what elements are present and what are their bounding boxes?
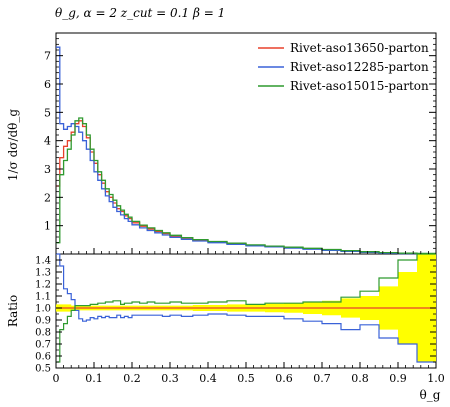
ratio-series-line-2 bbox=[56, 253, 436, 363]
ratio-y-tick-label: 1.4 bbox=[35, 256, 51, 267]
ratio-y-tick-label: 0.7 bbox=[35, 340, 51, 351]
x-tick-label: 1.0 bbox=[427, 372, 445, 385]
axes-layer: 0 0.1 0.2 0.3 0.4 0.5 0.6 0.7 0.8 0.9 1.012345670.… bbox=[35, 38, 445, 385]
y-tick-label: 4 bbox=[44, 135, 51, 148]
legend-label-series-1: Rivet-aso13650-parton bbox=[290, 41, 429, 55]
x-tick-label: 0.4 bbox=[199, 372, 217, 385]
x-tick-label: 0.3 bbox=[161, 372, 179, 385]
x-axis-label: θ_g bbox=[420, 388, 441, 402]
ratio-y-tick-label: 0.9 bbox=[35, 316, 51, 327]
x-tick-label: 0.9 bbox=[389, 372, 407, 385]
x-tick-label: 0.6 bbox=[275, 372, 293, 385]
series-line-1 bbox=[56, 120, 436, 255]
ratio-series-layer bbox=[56, 253, 436, 363]
main-series-layer bbox=[56, 46, 436, 255]
ratio-y-tick-label: 1.2 bbox=[35, 280, 51, 291]
y-axis-label: 1/σ dσ/dθ_g bbox=[6, 109, 20, 182]
legend-label-series-3: Rivet-aso15015-parton bbox=[290, 79, 429, 93]
chart-title: θ_g, α = 2 z_cut = 0.1 β = 1 bbox=[55, 6, 225, 20]
y-tick-label: 6 bbox=[44, 78, 51, 91]
legend-label-series-2: Rivet-aso12285-parton bbox=[290, 60, 429, 74]
ratio-y-tick-label: 0.6 bbox=[35, 352, 51, 363]
x-tick-label: 0.1 bbox=[85, 372, 103, 385]
y-tick-label: 3 bbox=[44, 163, 51, 176]
x-tick-label: 0.7 bbox=[313, 372, 331, 385]
ratio-y-tick-label: 1.1 bbox=[35, 292, 51, 303]
ratio-y-tick-label: 1.3 bbox=[35, 268, 51, 279]
y-tick-label: 7 bbox=[44, 50, 51, 63]
ratio-y-tick-label: 0.5 bbox=[35, 364, 51, 375]
x-tick-label: 0.2 bbox=[123, 372, 141, 385]
ratio-series-line-3 bbox=[56, 253, 436, 363]
x-tick-label: 0 bbox=[53, 372, 60, 385]
y-tick-label: 5 bbox=[44, 106, 51, 119]
series-line-2 bbox=[56, 46, 436, 255]
ratio-y-tick-label: 0.8 bbox=[35, 328, 51, 339]
y-tick-label: 1 bbox=[44, 220, 51, 233]
series-line-3 bbox=[56, 117, 436, 255]
x-tick-label: 0.8 bbox=[351, 372, 369, 385]
ratio-y-tick-label: 1.0 bbox=[35, 304, 51, 315]
y-tick-label: 2 bbox=[44, 191, 51, 204]
legend: Rivet-aso13650-parton Rivet-aso12285-par… bbox=[258, 41, 429, 93]
x-tick-label: 0.5 bbox=[237, 372, 255, 385]
ratio-y-axis-label: Ratio bbox=[6, 295, 20, 327]
